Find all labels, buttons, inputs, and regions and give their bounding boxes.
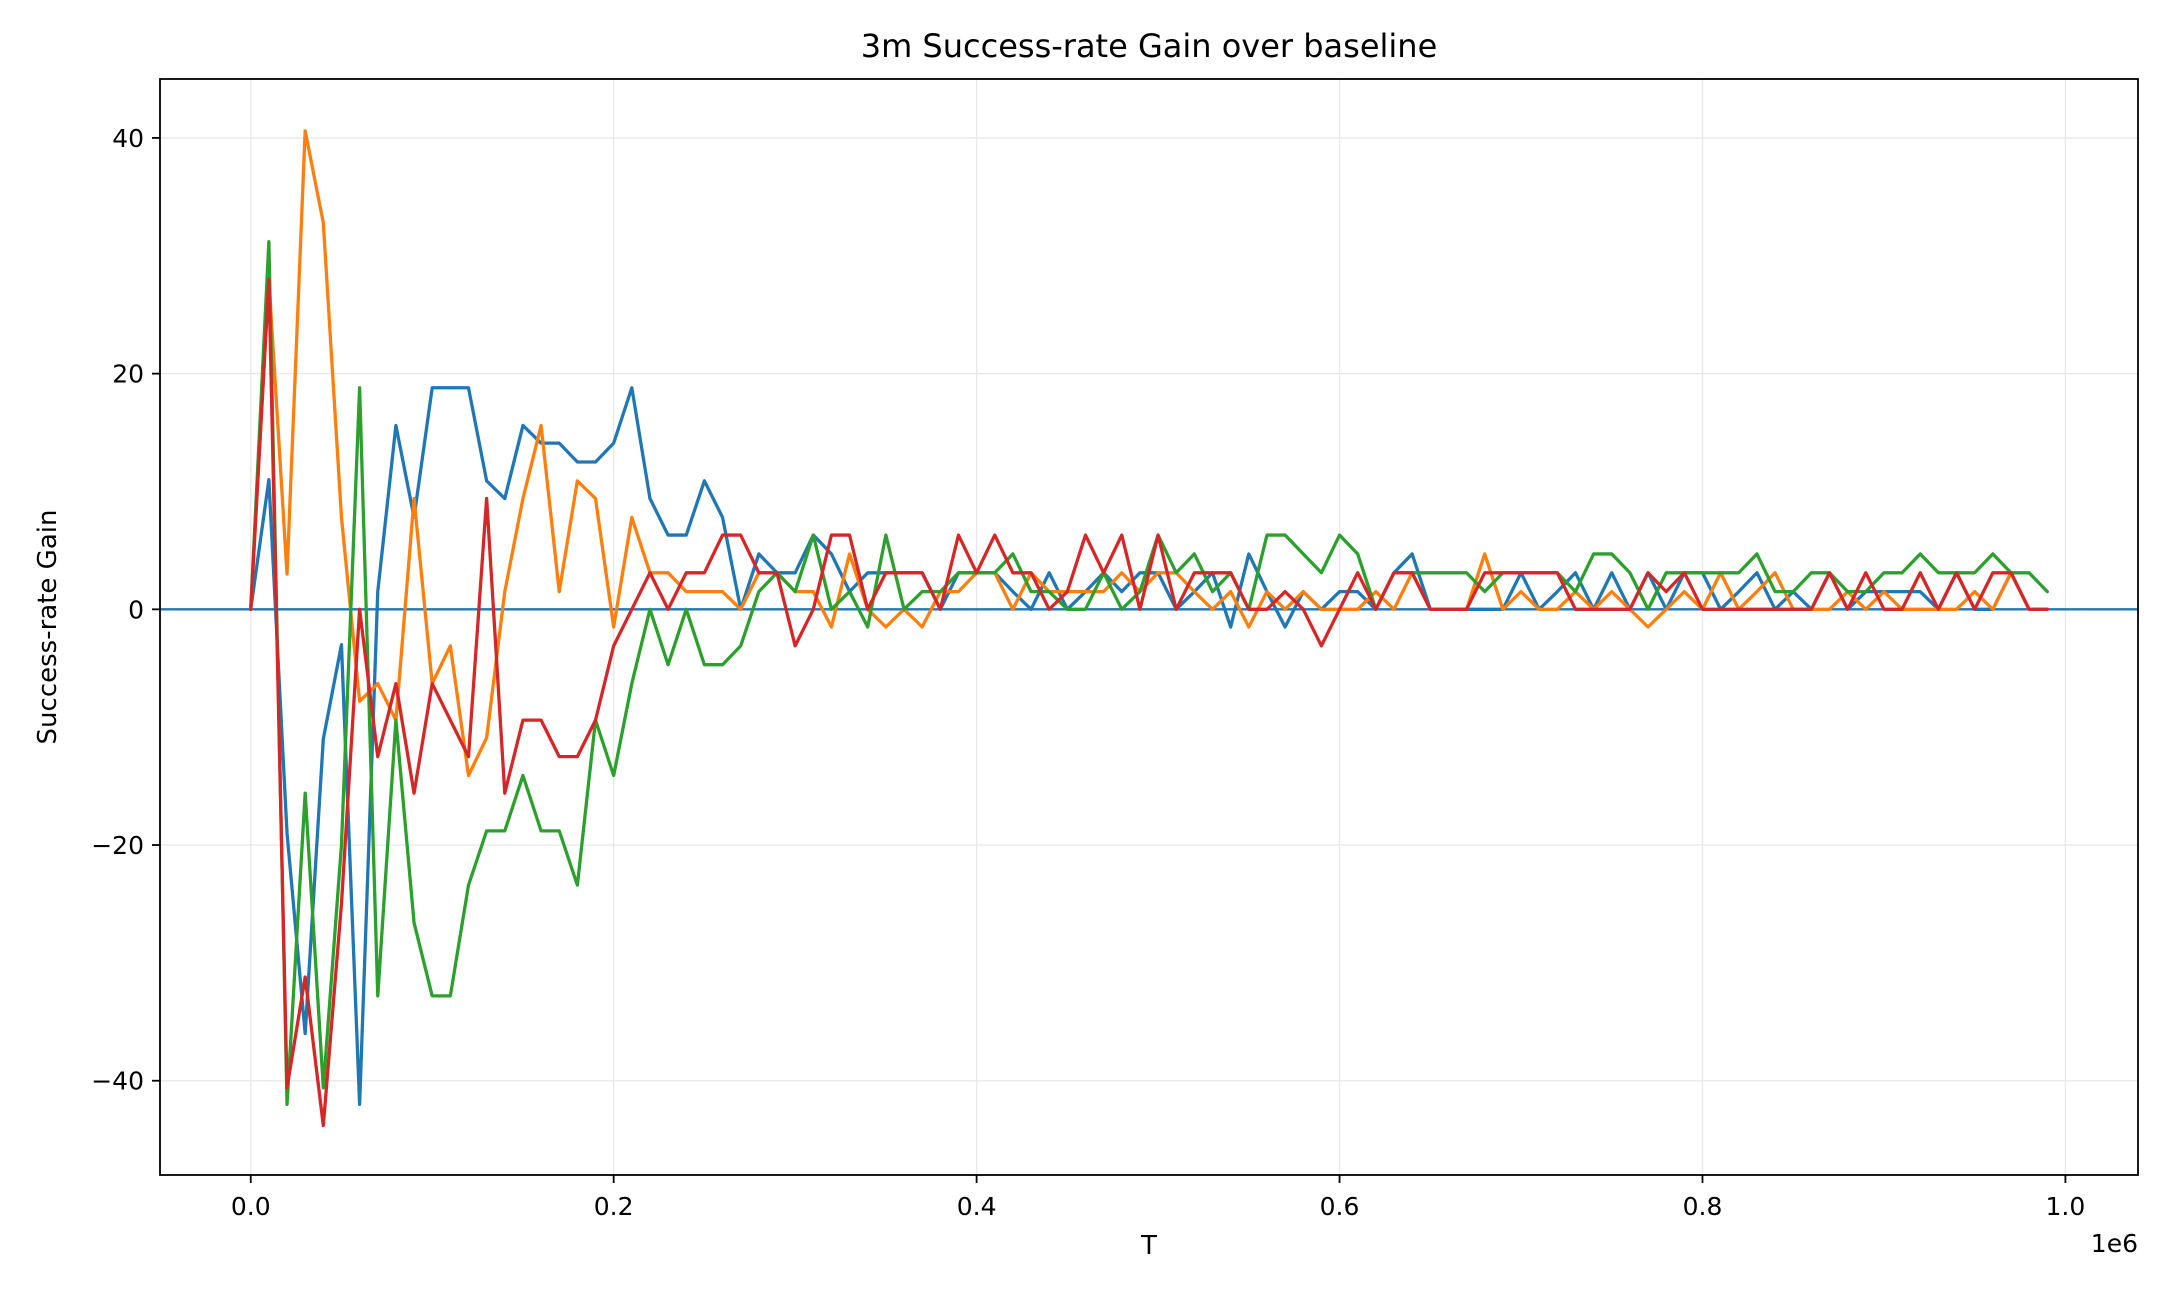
y-tick-label: −20	[91, 831, 144, 860]
x-tick-label: 0.0	[231, 1192, 271, 1221]
series-layer	[249, 129, 2049, 1128]
series-line-4	[249, 277, 2049, 1128]
grid-layer	[160, 79, 2138, 1175]
plot-frame	[159, 78, 2139, 1176]
x-axis-offset-label: 1e6	[2091, 1229, 2138, 1258]
x-tick-label: 0.6	[1320, 1192, 1360, 1221]
y-tick-label: −40	[91, 1067, 144, 1096]
ticks-layer: 0.0 0.2 0.4 0.6 0.8 1.0 40 20 0 −20 −40	[91, 124, 2085, 1221]
series-line-2	[249, 129, 2049, 778]
x-axis-label: T	[1140, 1231, 1157, 1261]
y-tick-label: 20	[112, 360, 144, 389]
x-tick-label: 0.4	[957, 1192, 997, 1221]
series-line-3	[249, 239, 2049, 1106]
x-tick-label: 0.8	[1683, 1192, 1723, 1221]
y-axis-label: Success-rate Gain	[33, 510, 63, 745]
series-line-1	[249, 386, 2049, 1106]
chart-title: 3m Success-rate Gain over baseline	[861, 27, 1438, 65]
x-tick-label: 0.2	[594, 1192, 634, 1221]
x-tick-label: 1.0	[2046, 1192, 2086, 1221]
y-tick-label: 0	[128, 595, 144, 624]
y-tick-label: 40	[112, 124, 144, 153]
